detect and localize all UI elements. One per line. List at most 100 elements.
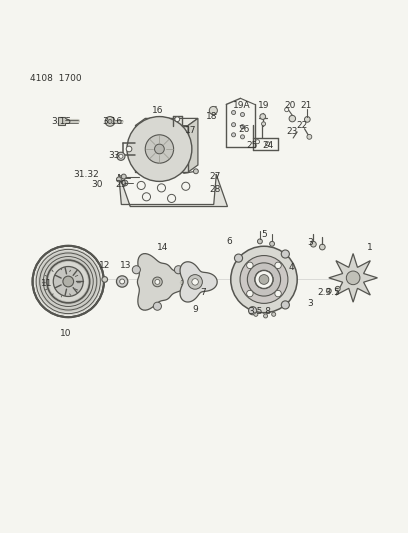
Circle shape [264,314,268,318]
Circle shape [335,286,340,291]
Text: 11: 11 [41,279,53,288]
Circle shape [63,276,73,287]
Circle shape [142,193,151,201]
Circle shape [257,239,262,244]
Circle shape [153,302,162,310]
Circle shape [137,181,145,190]
Polygon shape [137,254,189,310]
Text: 3: 3 [307,300,313,308]
Circle shape [259,274,269,284]
Text: 22: 22 [297,121,308,130]
Text: 31.32: 31.32 [73,169,99,179]
Circle shape [255,271,273,288]
Circle shape [209,107,217,115]
Text: 25: 25 [246,141,257,150]
Text: 20: 20 [284,101,295,110]
Polygon shape [135,126,188,172]
Text: 27: 27 [210,172,221,181]
Circle shape [127,117,192,181]
Circle shape [126,146,132,152]
Polygon shape [180,262,217,302]
Text: 16: 16 [152,106,163,115]
Circle shape [122,180,128,186]
Text: 33: 33 [108,151,120,160]
Circle shape [120,279,124,284]
Text: 3.15: 3.15 [51,117,71,126]
Circle shape [285,108,289,112]
Circle shape [240,255,288,303]
Circle shape [275,262,281,269]
Circle shape [153,277,162,287]
Text: 19: 19 [258,101,270,110]
Text: 7: 7 [200,288,206,297]
Circle shape [270,241,275,246]
Circle shape [49,262,88,301]
Polygon shape [329,254,377,302]
Polygon shape [58,117,64,125]
Text: 5: 5 [261,230,267,239]
Circle shape [102,277,108,282]
Circle shape [116,177,121,182]
Text: 4108  1700: 4108 1700 [30,75,81,84]
Circle shape [119,154,123,158]
Circle shape [155,144,164,154]
Text: 3.16: 3.16 [103,117,123,126]
Circle shape [266,142,270,146]
Polygon shape [119,174,228,206]
Circle shape [281,301,289,309]
Circle shape [174,265,182,274]
Circle shape [116,276,128,287]
Text: 1: 1 [366,243,372,252]
Circle shape [145,135,174,163]
Circle shape [117,152,125,160]
Text: 4: 4 [288,263,294,272]
Circle shape [275,290,281,297]
Circle shape [240,112,244,117]
Text: 13: 13 [120,261,132,270]
Circle shape [155,279,160,284]
Text: 21: 21 [300,101,312,110]
Circle shape [272,312,276,317]
Text: 28: 28 [210,185,221,194]
Text: 6: 6 [226,237,232,246]
Text: 23: 23 [287,127,298,136]
Circle shape [157,184,166,192]
Circle shape [248,306,257,315]
Circle shape [193,169,198,174]
Circle shape [38,251,99,312]
Circle shape [188,274,202,289]
Circle shape [310,241,316,247]
Circle shape [307,134,312,139]
Circle shape [304,117,310,122]
Circle shape [192,279,198,285]
Circle shape [262,122,266,126]
Text: 29: 29 [115,180,126,189]
Circle shape [231,246,297,313]
Circle shape [232,123,235,127]
Circle shape [246,262,253,269]
Circle shape [168,195,175,203]
Circle shape [108,119,112,124]
Circle shape [326,288,331,293]
Circle shape [319,244,325,250]
Text: 18: 18 [206,112,217,121]
Circle shape [53,266,83,296]
Text: 26: 26 [238,125,249,134]
Circle shape [34,248,102,316]
Text: 30: 30 [91,180,102,189]
Text: 19A: 19A [233,101,250,110]
Circle shape [232,133,235,137]
Circle shape [240,135,244,139]
Circle shape [289,115,295,122]
Polygon shape [135,118,198,126]
Text: 14: 14 [157,243,169,252]
Text: 12: 12 [99,261,111,270]
Text: 24: 24 [262,141,274,150]
Circle shape [281,250,289,258]
Circle shape [175,117,180,122]
Circle shape [132,265,140,274]
Circle shape [45,259,91,305]
Circle shape [246,290,253,297]
Circle shape [254,312,258,317]
Circle shape [105,117,115,126]
